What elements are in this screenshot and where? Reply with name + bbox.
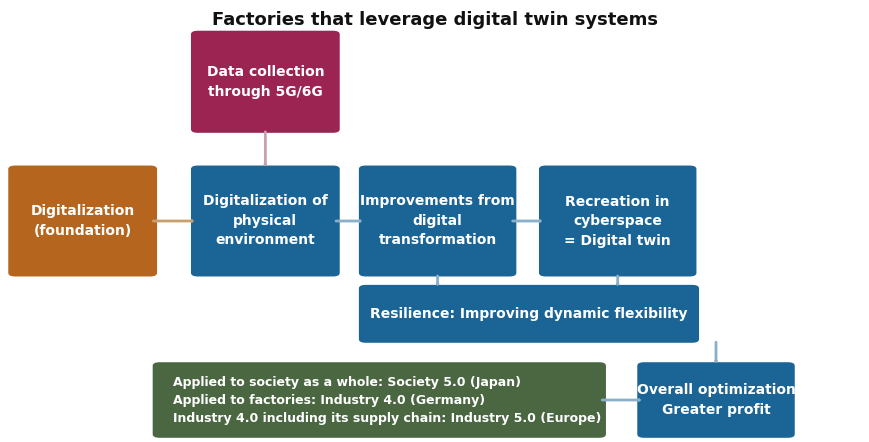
FancyBboxPatch shape bbox=[153, 362, 605, 438]
Text: Overall optimization
Greater profit: Overall optimization Greater profit bbox=[636, 383, 794, 417]
Text: Applied to society as a whole: Society 5.0 (Japan)
Applied to factories: Industr: Applied to society as a whole: Society 5… bbox=[173, 376, 600, 424]
FancyBboxPatch shape bbox=[9, 165, 156, 277]
FancyBboxPatch shape bbox=[636, 362, 794, 438]
FancyBboxPatch shape bbox=[359, 285, 699, 343]
Text: Digitalization
(foundation): Digitalization (foundation) bbox=[30, 204, 135, 238]
FancyBboxPatch shape bbox=[539, 165, 696, 277]
FancyBboxPatch shape bbox=[190, 31, 339, 133]
Text: Factories that leverage digital twin systems: Factories that leverage digital twin sys… bbox=[212, 11, 657, 29]
Text: Improvements from
digital
transformation: Improvements from digital transformation bbox=[360, 194, 514, 248]
FancyBboxPatch shape bbox=[190, 165, 339, 277]
Text: Digitalization of
physical
environment: Digitalization of physical environment bbox=[202, 194, 328, 248]
FancyBboxPatch shape bbox=[359, 165, 516, 277]
Text: Data collection
through 5G/6G: Data collection through 5G/6G bbox=[206, 65, 324, 99]
Text: Recreation in
cyberspace
= Digital twin: Recreation in cyberspace = Digital twin bbox=[564, 194, 670, 248]
Text: Resilience: Improving dynamic flexibility: Resilience: Improving dynamic flexibilit… bbox=[370, 307, 687, 321]
